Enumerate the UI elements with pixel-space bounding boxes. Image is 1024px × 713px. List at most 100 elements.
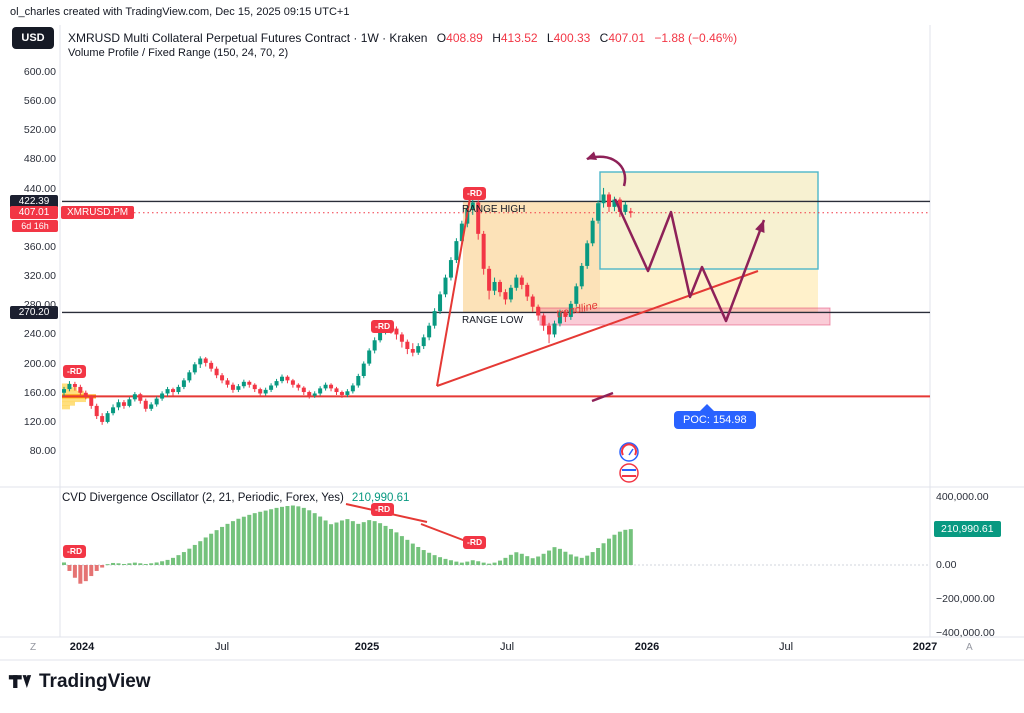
projection-zigzag[interactable] [613, 198, 766, 323]
candle-body [432, 311, 437, 326]
price-axis-label: 280.00 [23, 299, 56, 312]
rd-marker[interactable]: -RD [371, 503, 395, 516]
last-price-badge: 407.01 [10, 206, 58, 219]
histogram-bar [421, 550, 426, 565]
ohlc-low-label: L [546, 31, 554, 45]
currency-button[interactable]: USD [12, 27, 54, 49]
candle-body [296, 384, 301, 388]
range-low-price-badge: 270.20 [10, 306, 58, 319]
histogram-bar [323, 520, 328, 565]
candle-body [579, 265, 584, 287]
candle-body [487, 268, 492, 291]
candle-body [116, 402, 121, 408]
histogram-bar [263, 510, 268, 565]
rd-marker[interactable]: -RD [371, 320, 395, 333]
candle-body [230, 384, 235, 390]
histogram-bar [143, 563, 148, 565]
price-axis-label: 80.00 [29, 445, 56, 458]
rd-marker[interactable]: -RD [463, 187, 487, 200]
rd-marker[interactable]: -RD [463, 536, 487, 549]
trendline[interactable] [436, 270, 759, 387]
range-high-price-badge: 422.39 [10, 195, 58, 208]
candle-body [503, 292, 508, 300]
oscillator-title: CVD Divergence Oscillator (2, 21, Period… [62, 492, 344, 504]
wedge-line[interactable] [436, 197, 471, 387]
ohlc-high-value: 413.52 [500, 31, 538, 45]
candle-body [416, 346, 421, 353]
candle-body [399, 334, 404, 342]
time-axis-label: Jul [499, 641, 515, 653]
histogram-bar [78, 565, 83, 584]
projection-box[interactable] [599, 171, 819, 270]
histogram-bar [132, 562, 137, 565]
stripes-icon[interactable] [619, 463, 639, 483]
symbol-title[interactable]: XMRUSD Multi Collateral Perpetual Future… [68, 31, 428, 45]
price-axis-label: 120.00 [23, 415, 56, 428]
candle-body [214, 368, 219, 376]
rd-marker[interactable]: -RD [63, 545, 87, 558]
time-axis-label: 2025 [354, 641, 380, 653]
rd-marker[interactable]: -RD [63, 365, 87, 378]
candle-body [350, 385, 355, 392]
candle-body [514, 277, 519, 288]
candle-body [198, 358, 203, 365]
histogram-bar [269, 509, 274, 565]
histogram-bar [187, 548, 192, 565]
histogram-bar [160, 561, 165, 565]
histogram-bar [356, 523, 361, 565]
ohlc-open-value: 408.89 [446, 31, 483, 45]
histogram-bar [236, 518, 241, 565]
histogram-bar [498, 560, 502, 565]
histogram-bar [519, 553, 524, 565]
histogram-bar [214, 530, 219, 565]
histogram-bar [585, 555, 590, 565]
candle-body [318, 388, 323, 394]
range-high-label[interactable]: RANGE HIGH [462, 204, 526, 215]
histogram-bar [318, 516, 323, 565]
range-low-label[interactable]: RANGE LOW [462, 315, 524, 326]
oscillator-value-badge: 210,990.61 [934, 521, 1001, 537]
histogram-bar [230, 521, 235, 565]
histogram-bar [574, 556, 579, 565]
purple-tick[interactable] [591, 391, 614, 403]
histogram-bar [62, 562, 66, 565]
candle-body [590, 220, 595, 244]
candle-body [181, 380, 186, 387]
tradingview-logo[interactable]: TradingView [8, 670, 151, 694]
histogram-bar [579, 557, 584, 565]
histogram-bar [67, 565, 72, 571]
histogram-bar [176, 555, 181, 565]
oscillator-legend[interactable]: CVD Divergence Oscillator (2, 21, Period… [62, 492, 409, 504]
candle-body [339, 392, 344, 395]
histogram-bar [596, 548, 601, 565]
histogram-bar [552, 547, 557, 565]
right-axis-hint: A [966, 642, 973, 653]
candle-body [192, 364, 197, 373]
histogram-bar [361, 522, 366, 565]
candle-body [552, 323, 557, 335]
poc-badge[interactable]: POC: 154.98 [674, 404, 756, 429]
attribution-text: ol_charles created with TradingView.com,… [10, 6, 350, 18]
bar-countdown-badge: 6d 16h [12, 220, 58, 232]
candle-body [290, 380, 295, 385]
time-axis-label: Jul [214, 641, 230, 653]
histogram-bar [487, 563, 492, 565]
candle-body [498, 281, 502, 293]
histogram-bar [557, 548, 562, 565]
candle-body [410, 349, 415, 353]
histogram-bar [149, 563, 154, 565]
indicator-legend[interactable]: Volume Profile / Fixed Range (150, 24, 7… [68, 47, 289, 59]
histogram-bar [601, 543, 606, 565]
ohlc-high-label: H [492, 31, 501, 45]
histogram-bar [225, 523, 230, 565]
candle-body [378, 330, 383, 341]
gauge-icon[interactable] [619, 442, 639, 462]
gauge-icon-needle [628, 448, 634, 456]
projection-arrowhead [755, 220, 765, 233]
price-axis-label: 440.00 [23, 182, 56, 195]
candle-body [323, 384, 328, 389]
candle-body [149, 404, 154, 409]
candle-body [83, 392, 88, 397]
